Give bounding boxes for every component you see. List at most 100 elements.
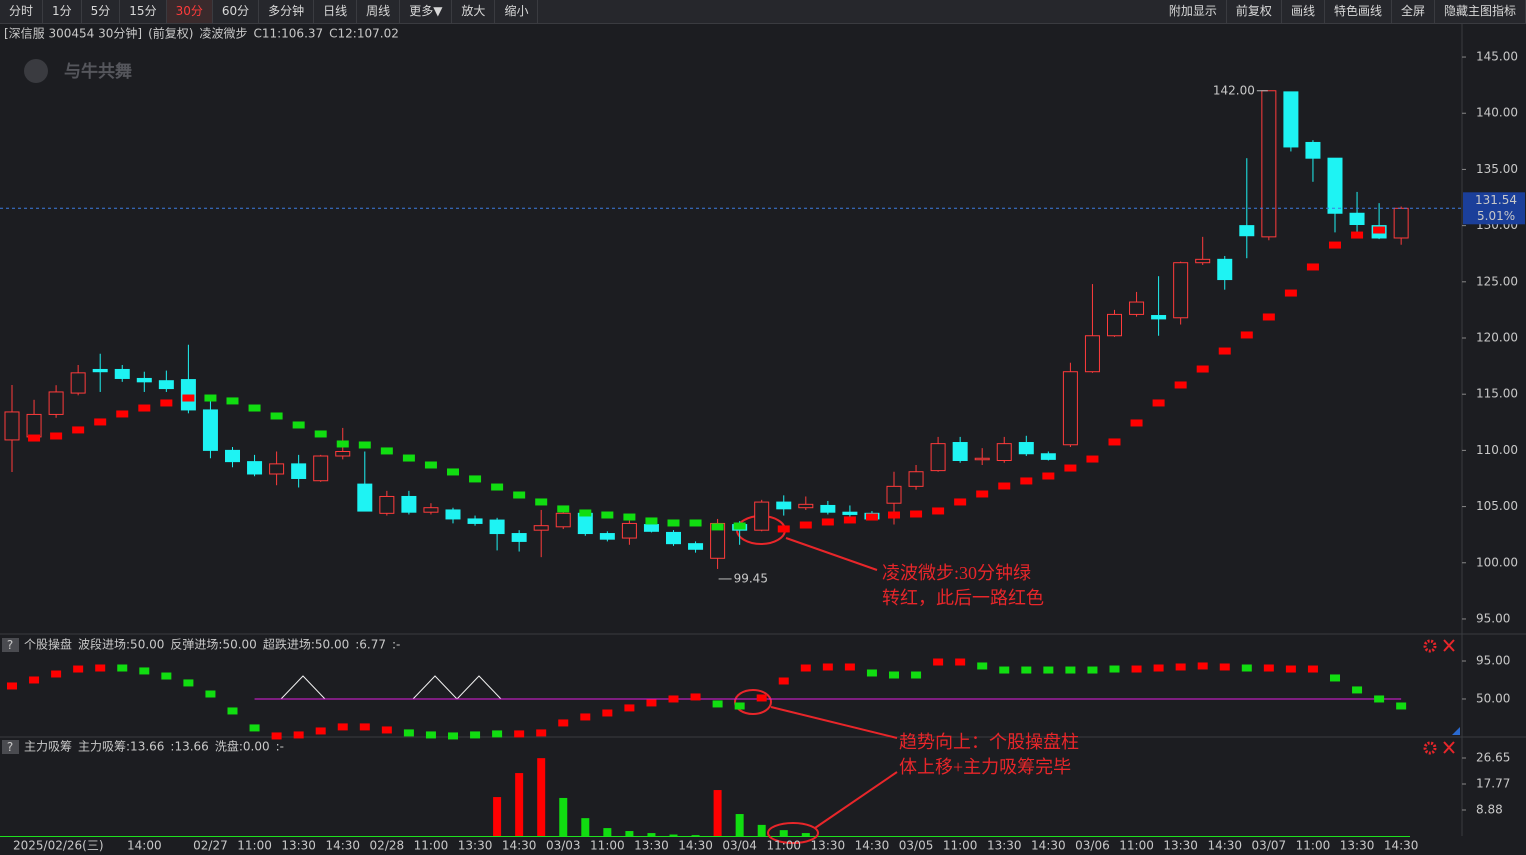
candle-body (908, 471, 924, 487)
toolbar-button[interactable]: 1分 (43, 0, 82, 23)
help-icon[interactable]: ? (7, 740, 13, 754)
y-tick-label: 95.00 (1476, 653, 1510, 667)
bar (625, 831, 634, 836)
overlay-dot (1329, 241, 1341, 249)
toolbar-button[interactable]: 5分 (82, 0, 121, 23)
help-box[interactable] (2, 740, 19, 754)
toolbar-button[interactable]: 放大 (452, 0, 496, 23)
toolbar-button[interactable]: 更多▼ (400, 0, 453, 23)
toolbar-button[interactable]: 画线 (1282, 0, 1325, 23)
overlay-dot (1262, 313, 1275, 321)
annotation: 趋势向上：个股操盘柱 (899, 732, 1079, 752)
y-tick-label: 115.00 (1476, 387, 1518, 401)
candle-body (158, 380, 174, 390)
candle-body (621, 522, 637, 539)
block (889, 671, 899, 679)
help-box[interactable] (2, 638, 19, 652)
toolbar-button[interactable]: 多分钟 (259, 0, 315, 23)
candle-body (555, 512, 571, 528)
block (734, 702, 745, 710)
overlay-dot (314, 430, 327, 438)
block (558, 719, 569, 727)
candle-body (1129, 301, 1145, 315)
candle-body (401, 495, 417, 513)
overlay-dot (469, 475, 482, 483)
overlay-dot (182, 394, 195, 402)
candle-body (379, 495, 395, 514)
candle-body (996, 443, 1012, 462)
toolbar-button[interactable]: 全屏 (1392, 0, 1435, 23)
overlay-dot (1351, 231, 1364, 239)
candle-body (511, 533, 527, 542)
block (1330, 674, 1340, 682)
legend-text: :6.77 (355, 638, 386, 652)
overlay-dot (1042, 472, 1055, 480)
block (448, 732, 458, 740)
toolbar-button[interactable]: 周线 (357, 0, 401, 23)
block (1374, 695, 1385, 703)
overlay-dot (1152, 399, 1165, 407)
last-price-box (1463, 192, 1525, 225)
bar (493, 797, 502, 836)
candle-body (952, 442, 968, 462)
block (977, 662, 988, 670)
block (249, 724, 260, 732)
legend-text: 主力吸筹:13.66 (78, 740, 164, 754)
candle-body (1084, 335, 1100, 373)
block (1307, 665, 1318, 673)
block (29, 676, 40, 684)
overlay-dot (1284, 289, 1297, 297)
overlay-dot (1196, 365, 1209, 373)
toolbar-button[interactable]: 附加显示 (1160, 0, 1227, 23)
overlay-dot (777, 525, 790, 533)
x-tick-label: 13:30 (281, 839, 316, 853)
x-tick-label: 11:00 (943, 839, 978, 853)
block (139, 667, 150, 675)
block (7, 682, 17, 690)
toolbar-button[interactable]: 前复权 (1227, 0, 1282, 23)
candle-body (974, 457, 990, 461)
y-tick-label: 145.00 (1476, 50, 1518, 64)
block (778, 677, 789, 685)
y-tick-label: 125.00 (1476, 274, 1518, 288)
candle-body (599, 533, 615, 540)
candle-body (4, 411, 20, 441)
toolbar-button[interactable]: 30分 (166, 0, 213, 23)
toolbar-button[interactable]: 15分 (120, 0, 167, 23)
candle-body (313, 455, 329, 482)
toolbar-button[interactable]: 分时 (0, 0, 44, 23)
legend-text: C11:106.37 (253, 27, 323, 41)
block (337, 723, 348, 731)
toolbar-button[interactable]: 日线 (314, 0, 358, 23)
block (73, 665, 84, 673)
annotation: 凌波微步:30分钟绿 (882, 563, 1031, 583)
overlay-dot (623, 513, 636, 521)
annotation: 转红，此后一路红色 (882, 588, 1044, 608)
candle-body (48, 391, 64, 415)
toolbar-right: 附加显示 前复权 画线 特色画线 全屏 隐藏主图指标 (1160, 0, 1526, 23)
overlay-dot (1218, 347, 1231, 355)
legend-text: 凌波微步 (199, 27, 247, 41)
block (514, 730, 525, 738)
toolbar-button[interactable]: 特色画线 (1325, 0, 1392, 23)
overlay-dot (447, 468, 459, 476)
toolbar-button[interactable]: 隐藏主图指标 (1435, 0, 1526, 23)
candle-body (776, 501, 792, 510)
y-tick-label: 120.00 (1476, 331, 1518, 345)
high-label: 142.00 (1213, 83, 1255, 97)
block (822, 663, 833, 671)
toolbar-button[interactable]: 60分 (213, 0, 260, 23)
change-pct-label: 5.01% (1477, 209, 1515, 223)
candle-body (533, 525, 549, 531)
panel-controls[interactable] (1423, 639, 1455, 755)
overlay-dot (204, 394, 217, 402)
block (1021, 666, 1032, 674)
bar (647, 833, 656, 836)
block (844, 663, 855, 671)
overlay-dot (160, 399, 173, 407)
legend-text: 反弹进场:50.00 (170, 638, 256, 652)
help-icon[interactable]: ? (7, 638, 13, 652)
toolbar-button[interactable]: 缩小 (495, 0, 539, 23)
legend-text: 超跌进场:50.00 (263, 637, 349, 652)
x-tick-label: 11:00 (414, 839, 449, 853)
